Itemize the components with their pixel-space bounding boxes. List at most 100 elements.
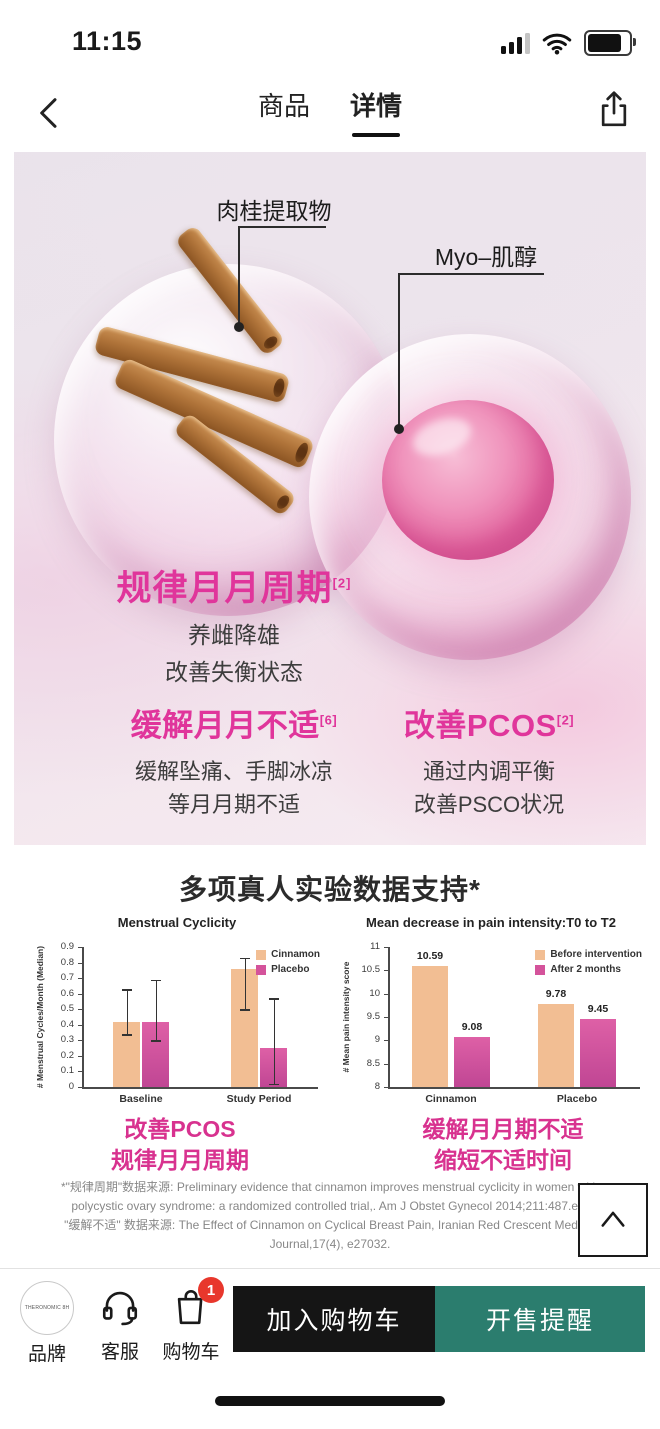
legend-swatch	[256, 949, 267, 960]
home-indicator[interactable]	[215, 1396, 445, 1406]
brand-button[interactable]: THERONOMIC 8H 品牌	[14, 1281, 80, 1366]
chart-title: Mean decrease in pain intensity:T0 to T2	[366, 915, 616, 930]
bar-value-label: 10.59	[416, 950, 444, 963]
status-icons	[501, 30, 636, 56]
y-tick-label: 0	[68, 1081, 74, 1092]
chevron-up-icon	[601, 1211, 625, 1227]
chart-legend: Cinnamon Placebo	[256, 949, 320, 975]
y-tick-mark	[78, 1071, 82, 1073]
chart-title: Menstrual Cyclicity	[117, 915, 237, 930]
benefit-line: 改善失衡状态	[165, 659, 303, 685]
brand-label: 品牌	[27, 1344, 66, 1365]
y-tick-mark	[384, 970, 388, 972]
bar-before-intervention	[412, 966, 448, 1087]
y-axis-line	[82, 947, 84, 1087]
tab-details[interactable]: 详情	[350, 86, 402, 137]
benefit-line: 通过内调平衡	[422, 759, 555, 784]
back-to-top-button[interactable]	[578, 1183, 648, 1257]
y-tick-mark	[384, 947, 388, 948]
y-tick-label: 0.5	[60, 1003, 74, 1015]
benefit-line: 等月月期不适	[167, 792, 300, 817]
y-tick-mark	[78, 993, 82, 995]
benefit-title-text: 规律月月周期	[116, 569, 333, 608]
x-axis-line	[388, 1087, 640, 1089]
callout-dot	[394, 424, 404, 434]
share-icon	[601, 91, 627, 127]
sale-reminder-button[interactable]: 开售提醒	[435, 1286, 645, 1352]
error-bar	[126, 989, 128, 1035]
error-bar-cap	[268, 998, 279, 1000]
chart-caption-right: 缓解月月期不适 缩短不适时间	[378, 1114, 628, 1176]
error-bar-cap	[121, 989, 132, 991]
legend-label: Cinnamon	[271, 949, 320, 960]
callout-line	[238, 226, 326, 228]
callout-label-myo-inositol: Myo–肌醇	[434, 244, 538, 270]
caption-line: 缓解月月期不适	[422, 1116, 584, 1142]
legend-label: Placebo	[271, 964, 310, 975]
x-category-label: Placebo	[556, 1093, 598, 1105]
add-to-cart-button[interactable]: 加入购物车	[233, 1286, 435, 1352]
back-button[interactable]	[30, 90, 74, 138]
benefit-improve-pcos: 改善PCOS[2] 通过内调平衡 改善PSCO状况	[346, 700, 632, 821]
footnote-line: *"规律周期"数据来源: Preliminary evidence that c…	[60, 1180, 600, 1194]
bar-after-2-months	[454, 1036, 490, 1087]
error-bar-cap	[150, 979, 161, 982]
y-tick-label: 11	[370, 941, 380, 952]
benefit-line: 养雌降雄	[188, 622, 280, 648]
error-bar	[273, 998, 275, 1084]
bar-value-label: 9.45	[587, 1003, 609, 1016]
headset-icon	[90, 1281, 150, 1333]
status-time: 11:15	[72, 26, 143, 56]
y-tick-label: 0.3	[60, 1034, 74, 1046]
customer-service-button[interactable]: 客服	[90, 1281, 150, 1364]
y-tick-label: 8	[374, 1081, 380, 1092]
x-category-label: Baseline	[119, 1093, 163, 1105]
share-button[interactable]	[594, 86, 638, 136]
y-tick-mark	[78, 978, 82, 980]
x-category-label: Cinnamon	[425, 1093, 477, 1105]
y-tick-label: 0.4	[60, 1018, 74, 1030]
y-tick-mark	[384, 993, 388, 995]
error-bar-cap	[121, 1034, 132, 1036]
error-bar	[244, 957, 246, 1010]
error-bar-cap	[239, 1009, 250, 1011]
callout-line	[398, 273, 400, 428]
benefit-title: 改善PCOS[2]	[346, 700, 632, 745]
legend-swatch	[535, 949, 546, 960]
y-tick-mark	[78, 1040, 82, 1042]
status-bar: 11:15	[0, 0, 660, 66]
y-tick-mark	[384, 1017, 388, 1018]
y-tick-label: 0.6	[60, 987, 74, 999]
y-tick-mark	[78, 1024, 82, 1026]
chart-legend: Before intervention After 2 months	[535, 949, 642, 975]
benefit-citation: [2]	[332, 575, 352, 591]
footnote-line: Journal,17(4), e27032.	[269, 1237, 391, 1251]
tab-product[interactable]: 商品	[257, 91, 310, 121]
y-tick-mark	[384, 1087, 388, 1088]
caption-line: 规律月月周期	[111, 1147, 249, 1173]
benefit-regular-cycle: 规律月月周期[2] 养雌降雄 改善失衡状态	[54, 560, 414, 691]
benefit-citation: [6]	[319, 712, 338, 728]
caption-line: 缩短不适时间	[434, 1147, 572, 1173]
wifi-icon	[542, 33, 572, 54]
error-bar-cap	[150, 1040, 161, 1042]
battery-icon	[584, 30, 636, 56]
callout-label-cinnamon-extract: 肉桂提取物	[216, 198, 332, 224]
section-title: 多项真人实验数据支持*	[179, 874, 481, 905]
y-axis-line	[388, 947, 390, 1087]
y-tick-label: 8.5	[366, 1057, 380, 1069]
y-tick-mark	[384, 1063, 388, 1065]
caption-line: 改善PCOS	[124, 1116, 236, 1142]
nav-tabs: 商品 详情	[0, 86, 660, 137]
y-tick-mark	[78, 1009, 82, 1011]
bar-after-2-months	[580, 1019, 616, 1087]
cart-button[interactable]: 1 购物车	[156, 1277, 226, 1364]
chart-pain-intensity: Mean decrease in pain intensity:T0 to T2…	[336, 913, 646, 1111]
y-tick-label: 0.7	[60, 972, 74, 984]
x-category-label: Study Period	[226, 1093, 292, 1105]
chart-menstrual-cyclicity: Menstrual Cyclicity # Menstrual Cycles/Mo…	[30, 913, 324, 1111]
y-tick-label: 0.8	[60, 956, 74, 968]
legend-label: Before intervention	[550, 949, 642, 960]
footnote-line: "缓解不适" 数据来源: The Effect of Cinnamon on C…	[64, 1218, 596, 1232]
y-tick-mark	[78, 1055, 82, 1057]
